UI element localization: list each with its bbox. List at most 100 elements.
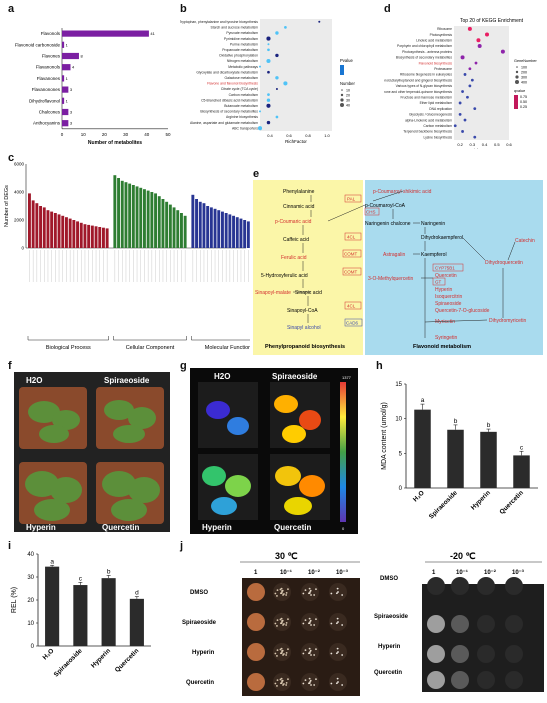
x-category-label: Hyperin bbox=[470, 489, 492, 511]
d-category-label: Photosynthesis bbox=[430, 33, 453, 37]
b-point bbox=[259, 65, 261, 68]
b-legend-size-dot bbox=[341, 89, 343, 91]
d-point bbox=[500, 49, 505, 54]
b-category-label: Pyruvate metabolism bbox=[226, 31, 258, 35]
b-legend-size-label: 20 bbox=[346, 94, 350, 98]
j-colony-dot bbox=[276, 685, 278, 687]
j-spot-30c bbox=[247, 673, 265, 691]
j-spot-30c bbox=[247, 643, 265, 661]
j-row-dmso: DMSO bbox=[190, 590, 208, 596]
panel-label-i: i bbox=[8, 540, 12, 552]
b-legend-number-title: Number bbox=[340, 81, 355, 86]
d-category-label: Ribosome bbox=[437, 27, 452, 31]
c-bar bbox=[35, 203, 39, 248]
j-title-30c: 30 ℃ bbox=[275, 551, 298, 561]
j-dil-3-right: 10⁻² bbox=[484, 569, 496, 576]
j-colony-dot bbox=[276, 619, 279, 621]
j-dil-2-left: 10⁻¹ bbox=[280, 569, 292, 576]
c-bar bbox=[183, 215, 187, 248]
d-point bbox=[458, 101, 462, 105]
j-spot-30c bbox=[247, 613, 265, 631]
c-bar bbox=[213, 208, 217, 248]
c-bar bbox=[239, 218, 243, 248]
c-group-bracket bbox=[27, 336, 109, 341]
j-colony-dot bbox=[287, 618, 289, 621]
node-quercetin-7-o-glucoside: Quercetin-7-O-glucoside bbox=[435, 308, 490, 314]
j-spot-minus20c bbox=[451, 615, 469, 633]
j-spot-minus20c bbox=[451, 671, 469, 689]
y-tick: 10 bbox=[395, 417, 402, 423]
significance-letter: c bbox=[520, 444, 524, 451]
j-spot-minus20c bbox=[477, 645, 495, 663]
b-point bbox=[267, 93, 270, 96]
j-dil-2-right: 10⁻¹ bbox=[456, 569, 468, 576]
a-bar-value: 3 bbox=[70, 87, 73, 92]
enzyme-cad6: CAD6 bbox=[346, 321, 359, 326]
a-category-label: Dihydroflavonol bbox=[29, 98, 60, 103]
left-box-title: Phenylpropanoid biosynthesis bbox=[265, 344, 345, 350]
c-bar bbox=[180, 213, 183, 248]
c-bar bbox=[209, 207, 213, 248]
x-category-label: H₂O bbox=[42, 647, 56, 661]
node-kaempferol: Kaempferol bbox=[421, 252, 447, 258]
c-bar bbox=[224, 213, 228, 248]
d-category-label: Photosynthesis - antenna proteins bbox=[402, 50, 452, 54]
d-point bbox=[467, 26, 472, 31]
j-colony-dot bbox=[309, 679, 312, 682]
j-spot-minus20c bbox=[427, 615, 445, 633]
c-bar bbox=[191, 194, 195, 248]
j-colony-dot bbox=[337, 591, 339, 593]
node-myricetin: Myricetin bbox=[435, 319, 455, 325]
b-legend-size-dot bbox=[340, 103, 344, 107]
d-legend-size-label: 300 bbox=[521, 76, 527, 80]
c-bar bbox=[228, 214, 232, 248]
d-point bbox=[463, 73, 467, 76]
a-x-tick: 20 bbox=[102, 132, 108, 137]
b-point bbox=[275, 31, 279, 35]
d-title: Top 20 of KEGG Enrichment bbox=[460, 18, 524, 24]
d-category-label: Linoleic acid metabolism bbox=[416, 38, 452, 42]
j-spot-minus20c bbox=[477, 577, 495, 595]
j-colony-dot bbox=[308, 617, 311, 620]
j-colony-dot bbox=[308, 682, 311, 685]
d-category-label: Ribosome biogenesis in eukaryotes bbox=[400, 73, 452, 77]
a-x-tick: 40 bbox=[144, 132, 150, 137]
b-category-label: C5-Branched dibasic acid metabolism bbox=[201, 98, 258, 102]
j-colony-dot bbox=[315, 678, 317, 681]
node-dihydromyricetin: Dihydromyricetin bbox=[489, 318, 526, 324]
d-legend-size-dot bbox=[515, 70, 519, 74]
j-colony-dot bbox=[279, 588, 282, 591]
node-5-hydroxyferulic-acid: 5-Hydroxyferulic acid bbox=[261, 273, 308, 279]
j-colony-dot bbox=[330, 622, 333, 625]
f-label-hyperin: Hyperin bbox=[26, 523, 56, 532]
j-colony-dot bbox=[308, 622, 311, 625]
d-category-label: Porphyrin and chlorophyll metabolism bbox=[397, 44, 452, 48]
j-title-minus20c: -20 ℃ bbox=[450, 551, 476, 561]
a-x-tick: 10 bbox=[81, 132, 87, 137]
b-legend-gradient bbox=[340, 65, 344, 75]
j-colony-dot bbox=[280, 622, 283, 625]
c-bar bbox=[57, 214, 61, 248]
y-tick: 20 bbox=[27, 598, 34, 604]
a-bar bbox=[62, 108, 69, 116]
a-bar bbox=[62, 52, 79, 60]
d-category-label: Terpenoid backbone biosynthesis bbox=[403, 130, 452, 134]
j-colony-dot bbox=[285, 651, 288, 654]
x-category-label: Hyperin bbox=[90, 647, 112, 669]
c-bar bbox=[206, 206, 210, 248]
j-spot-30c bbox=[247, 583, 265, 601]
c-bar bbox=[150, 192, 154, 248]
j-spot-minus20c bbox=[451, 645, 469, 663]
j-colony-dot bbox=[285, 684, 288, 686]
a-bar bbox=[62, 120, 69, 127]
c-bar bbox=[232, 215, 235, 248]
node-phenylalanine: Phenylalanine bbox=[283, 189, 315, 195]
d-plot-area bbox=[454, 26, 509, 140]
j-colony-dot bbox=[280, 652, 283, 655]
j-colony-dot bbox=[285, 624, 288, 626]
bar bbox=[447, 429, 464, 488]
enzyme-pal: PAL bbox=[347, 197, 356, 202]
node-syringetin: Syringetin bbox=[435, 335, 457, 341]
c-bar bbox=[79, 222, 83, 248]
j-spot-minus20c bbox=[505, 645, 523, 663]
